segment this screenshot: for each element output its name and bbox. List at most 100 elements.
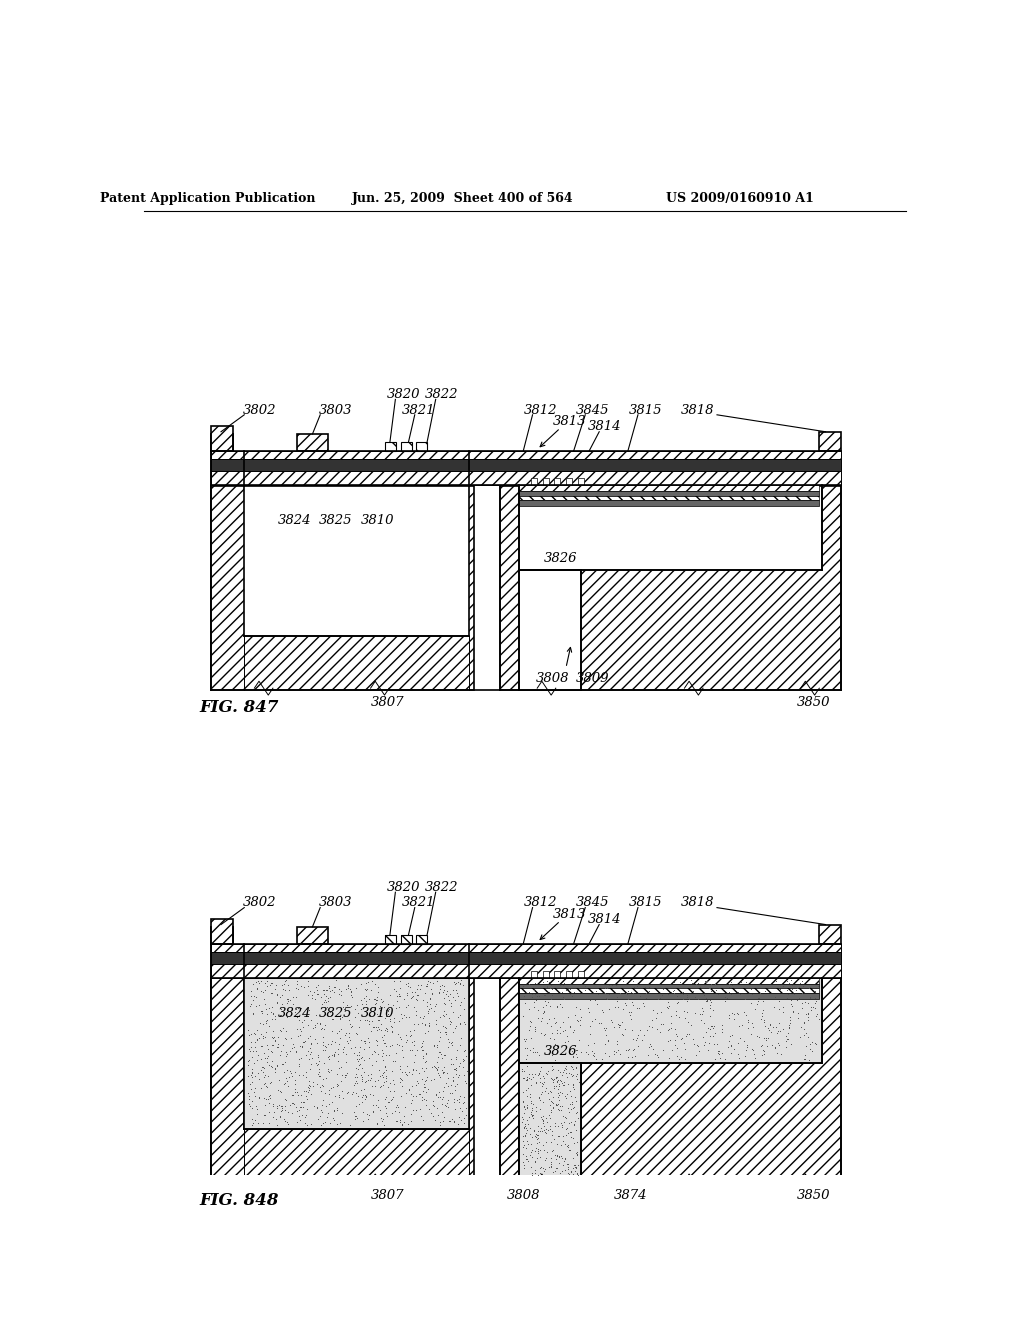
- Text: 3809: 3809: [577, 672, 609, 685]
- Text: 3812: 3812: [523, 404, 557, 417]
- Bar: [554, 478, 560, 484]
- Text: 3822: 3822: [425, 388, 459, 401]
- Text: 3826: 3826: [544, 552, 578, 565]
- Bar: [211, 486, 474, 689]
- Bar: [400, 442, 412, 451]
- Bar: [211, 486, 474, 689]
- Bar: [245, 486, 469, 636]
- Bar: [543, 478, 549, 484]
- Bar: [417, 935, 427, 944]
- Bar: [385, 935, 396, 944]
- Bar: [519, 978, 819, 983]
- Text: 3818: 3818: [681, 896, 715, 909]
- Text: 3845: 3845: [577, 896, 609, 909]
- Text: 3845: 3845: [577, 404, 609, 417]
- Text: 3813: 3813: [553, 908, 587, 921]
- Bar: [211, 471, 841, 484]
- Text: 3814: 3814: [588, 420, 622, 433]
- Bar: [385, 442, 396, 451]
- Bar: [519, 500, 819, 507]
- Text: Patent Application Publication: Patent Application Publication: [100, 191, 315, 205]
- Bar: [519, 989, 819, 993]
- Text: 3802: 3802: [243, 404, 276, 417]
- Bar: [385, 442, 396, 451]
- Bar: [519, 491, 819, 496]
- Bar: [531, 478, 538, 484]
- Bar: [211, 426, 232, 451]
- Text: 3813: 3813: [553, 416, 587, 428]
- Bar: [500, 978, 841, 1183]
- Text: 3850: 3850: [797, 696, 830, 709]
- Bar: [211, 964, 841, 978]
- Bar: [211, 434, 232, 688]
- Bar: [245, 978, 469, 1129]
- Bar: [519, 1063, 582, 1183]
- Text: 3826: 3826: [544, 1045, 578, 1059]
- Bar: [297, 927, 328, 944]
- Text: 3803: 3803: [318, 404, 352, 417]
- Bar: [417, 442, 427, 451]
- Bar: [819, 924, 841, 944]
- Text: 3815: 3815: [629, 404, 663, 417]
- Bar: [519, 993, 819, 999]
- Text: 3810: 3810: [360, 513, 394, 527]
- Bar: [519, 570, 582, 689]
- Bar: [211, 426, 232, 451]
- Bar: [543, 970, 549, 978]
- Bar: [211, 952, 841, 964]
- Text: Jun. 25, 2009  Sheet 400 of 564: Jun. 25, 2009 Sheet 400 of 564: [352, 191, 573, 205]
- Bar: [211, 919, 232, 944]
- Bar: [519, 978, 819, 983]
- Bar: [211, 434, 232, 688]
- Text: 3874: 3874: [613, 1189, 647, 1203]
- Bar: [519, 496, 819, 500]
- Bar: [566, 970, 572, 978]
- Text: 3815: 3815: [629, 896, 663, 909]
- Bar: [519, 1063, 582, 1183]
- Bar: [519, 978, 821, 1063]
- Bar: [500, 486, 841, 689]
- Bar: [400, 935, 412, 944]
- Bar: [400, 442, 412, 451]
- Bar: [211, 451, 841, 459]
- Text: 3808: 3808: [536, 672, 569, 685]
- Bar: [519, 486, 821, 570]
- Text: 3820: 3820: [386, 880, 420, 894]
- Bar: [417, 935, 427, 944]
- Bar: [297, 434, 328, 451]
- Bar: [519, 978, 821, 1063]
- Bar: [554, 970, 560, 978]
- Bar: [211, 471, 841, 484]
- Bar: [297, 927, 328, 944]
- Text: 3825: 3825: [318, 513, 352, 527]
- Bar: [385, 935, 396, 944]
- Bar: [211, 927, 232, 1181]
- Text: 3814: 3814: [588, 912, 622, 925]
- Bar: [578, 478, 584, 484]
- Text: 3822: 3822: [425, 880, 459, 894]
- Bar: [417, 442, 427, 451]
- Text: 3825: 3825: [318, 1007, 352, 1019]
- Bar: [211, 944, 841, 952]
- Text: 3808: 3808: [507, 1189, 540, 1203]
- Text: 3820: 3820: [386, 388, 420, 401]
- Text: 3812: 3812: [523, 896, 557, 909]
- Bar: [578, 970, 584, 978]
- Bar: [211, 944, 841, 952]
- Bar: [245, 978, 469, 1129]
- Bar: [211, 919, 232, 944]
- Text: 3810: 3810: [360, 1007, 394, 1019]
- Bar: [211, 978, 474, 1183]
- Text: 3821: 3821: [401, 896, 435, 909]
- Bar: [500, 978, 841, 1183]
- Text: 3824: 3824: [278, 1007, 311, 1019]
- Bar: [211, 459, 841, 471]
- Text: FIG. 848: FIG. 848: [199, 1192, 279, 1209]
- Bar: [519, 484, 819, 491]
- Text: 3802: 3802: [243, 896, 276, 909]
- Bar: [531, 970, 538, 978]
- Bar: [519, 496, 819, 500]
- Bar: [400, 935, 412, 944]
- Text: 3850: 3850: [797, 1189, 830, 1203]
- Bar: [566, 478, 572, 484]
